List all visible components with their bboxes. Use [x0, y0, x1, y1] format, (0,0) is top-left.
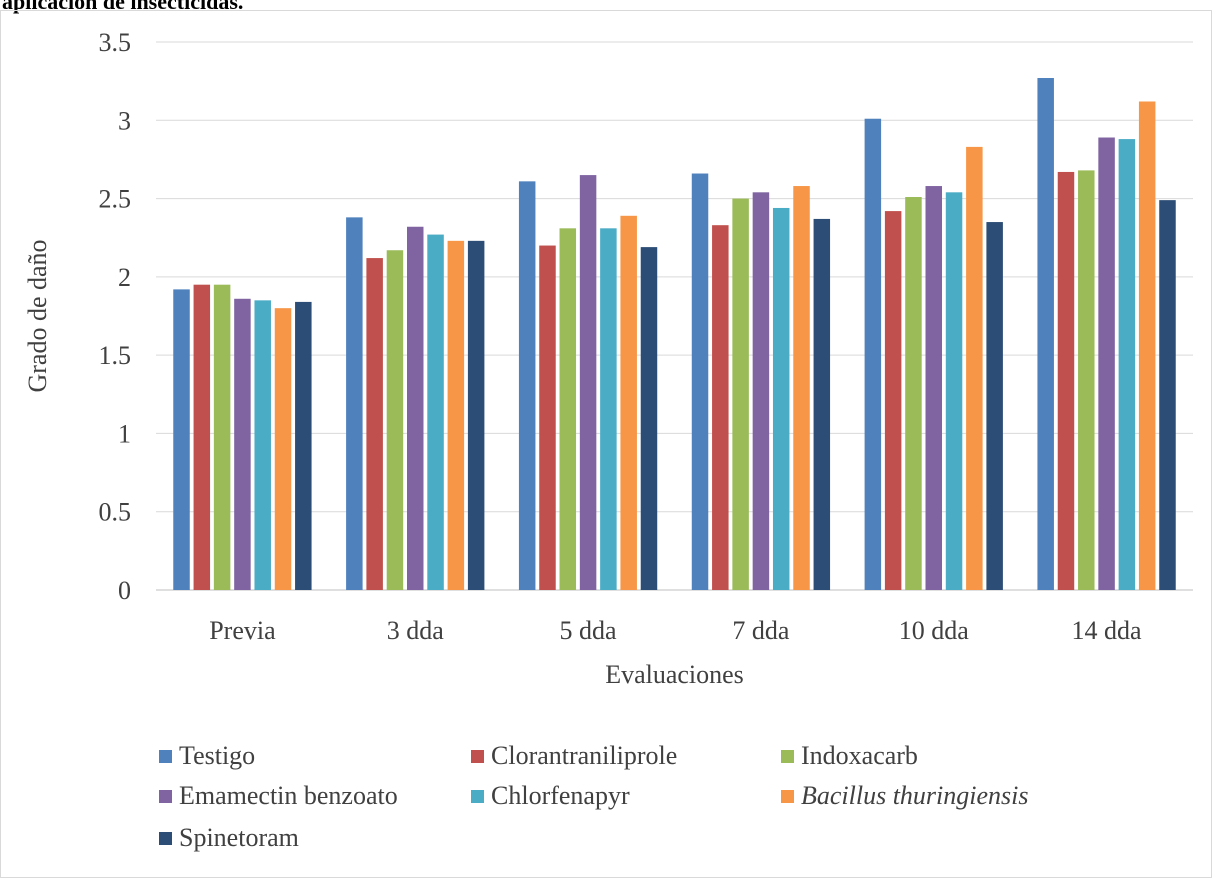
bar-indoxacarb	[1078, 170, 1095, 591]
bar-indoxacarb	[213, 284, 231, 590]
legend-swatch	[159, 831, 172, 845]
legend-item: Testigo	[159, 741, 255, 771]
bar-spinetoram	[1159, 200, 1176, 590]
legend-label: Spinetoram	[179, 823, 299, 852]
legend-swatch	[781, 749, 794, 763]
y-tick-label: 2.5	[99, 185, 132, 214]
bar-emamectin-benzoato	[234, 298, 251, 590]
x-tick-label: 14 dda	[1072, 616, 1143, 645]
y-tick-label: 0.5	[99, 498, 132, 527]
legend-item: Indoxacarb	[781, 741, 918, 771]
bar-clorantraniliprole	[1057, 171, 1075, 590]
bar-indoxacarb	[559, 228, 577, 590]
x-tick-label: Previa	[209, 616, 276, 645]
y-tick-label: 1	[118, 419, 131, 448]
bar-testigo	[691, 173, 709, 590]
x-axis-title: Evaluaciones	[605, 660, 744, 689]
y-tick-label: 1.5	[99, 341, 132, 370]
x-tick-label: 3 dda	[387, 616, 445, 645]
bar-spinetoram	[640, 247, 658, 590]
legend-swatch	[159, 749, 172, 763]
bar-emamectin-benzoato	[407, 226, 424, 591]
bar-clorantraniliprole	[539, 245, 556, 591]
bar-testigo	[173, 289, 190, 590]
legend-swatch	[471, 789, 484, 803]
legend-swatch	[781, 789, 794, 803]
y-axis-title: Grado de daño	[23, 239, 52, 392]
bar-spinetoram	[813, 218, 831, 590]
bar-clorantraniliprole	[366, 258, 383, 590]
y-tick-label: 3	[118, 106, 131, 135]
chart-frame: 0 0.5 1 1.5 2 2.5 3 3.5 Previa 3 dda 5 dda 7 dda 10 …	[0, 10, 1212, 878]
bar-bacillus-thuringiensis	[1138, 101, 1156, 591]
bar-indoxacarb	[905, 197, 922, 590]
y-tick-label: 0	[118, 576, 131, 605]
bar-testigo	[1037, 78, 1054, 591]
legend-label: Chlorfenapyr	[491, 781, 630, 810]
y-tick-label: 2	[118, 263, 131, 292]
bar-chlorfenapyr	[772, 207, 790, 591]
bar-chlorfenapyr	[1118, 139, 1136, 590]
bar-spinetoram	[986, 222, 1003, 591]
bar-spinetoram	[295, 301, 312, 590]
bar-testigo	[518, 181, 536, 590]
bar-chlorfenapyr	[600, 228, 617, 590]
bar-emamectin-benzoato	[752, 192, 770, 590]
x-tick-label: 7 dda	[732, 616, 790, 645]
bar-emamectin-benzoato	[925, 186, 942, 590]
bar-clorantraniliprole	[884, 211, 902, 590]
legend-label: Indoxacarb	[801, 741, 918, 770]
bar-clorantraniliprole	[712, 225, 729, 590]
legend-label: Clorantraniliprole	[491, 741, 678, 770]
legend-label: Bacillus thuringiensis	[801, 781, 1029, 810]
bar-testigo	[864, 118, 882, 590]
legend-swatch	[471, 749, 484, 763]
bar-chlorfenapyr	[945, 192, 963, 590]
bar-chart: 0 0.5 1 1.5 2 2.5 3 3.5 Previa 3 dda 5 dda 7 dda 10 …	[23, 28, 1193, 689]
bar-chlorfenapyr	[254, 300, 271, 590]
bar-emamectin-benzoato	[579, 175, 597, 591]
bar-bacillus-thuringiensis	[966, 146, 983, 590]
legend-swatch	[159, 789, 172, 803]
bar-testigo	[346, 217, 363, 591]
bar-emamectin-benzoato	[1098, 137, 1115, 590]
legend-label: Testigo	[179, 741, 256, 770]
legend-item: Bacillus thuringiensis	[781, 781, 1029, 811]
legend-item: Spinetoram	[159, 823, 299, 853]
bar-indoxacarb	[386, 250, 404, 591]
bar-chlorfenapyr	[427, 234, 444, 590]
bar-bacillus-thuringiensis	[274, 308, 292, 590]
legend-item: Clorantraniliprole	[471, 741, 677, 771]
bar-spinetoram	[467, 240, 485, 591]
bar-indoxacarb	[732, 198, 749, 591]
y-tick-label: 3.5	[99, 28, 132, 57]
x-tick-label: 5 dda	[560, 616, 618, 645]
bar-bacillus-thuringiensis	[620, 215, 637, 590]
legend-label: Emamectin benzoato	[179, 781, 398, 810]
bar-clorantraniliprole	[193, 284, 211, 590]
legend-item: Chlorfenapyr	[471, 781, 630, 811]
bar-bacillus-thuringiensis	[447, 240, 465, 591]
bar-bacillus-thuringiensis	[793, 186, 810, 590]
x-tick-label: 10 dda	[899, 616, 970, 645]
legend-item: Emamectin benzoato	[159, 781, 398, 811]
